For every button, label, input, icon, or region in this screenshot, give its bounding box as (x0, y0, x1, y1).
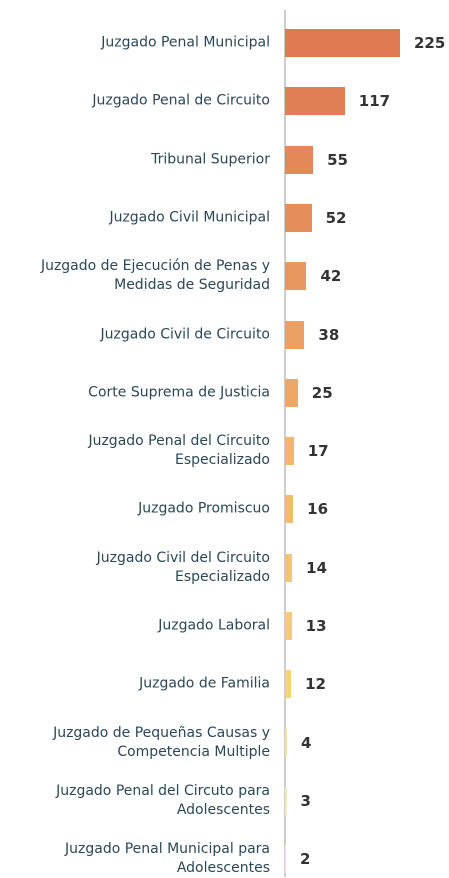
bar (285, 203, 312, 232)
bar (285, 786, 287, 815)
value-label: 12 (305, 675, 326, 694)
category-label: Juzgado Penal del Circuto para Adolescen… (56, 782, 270, 818)
bar (285, 495, 294, 524)
category-label: Juzgado de Ejecución de Penas y Medidas … (40, 258, 270, 294)
category-label: Juzgado Penal Municipal para Adolescente… (65, 841, 270, 877)
category-label: Juzgado Civil de Circuito (100, 326, 270, 342)
value-label: 17 (307, 442, 329, 461)
value-label: 4 (301, 733, 312, 752)
value-label: 16 (307, 500, 329, 519)
category-label: Juzgado Civil Municipal (109, 209, 270, 226)
value-label: 55 (327, 150, 348, 169)
value-label: 117 (358, 92, 391, 111)
value-label: 38 (318, 325, 340, 344)
category-label: Juzgado Penal Municipal (101, 34, 270, 51)
category-label: Corte Suprema de Justicia (88, 384, 270, 401)
value-label: 25 (311, 383, 333, 402)
value-label: 225 (414, 34, 446, 52)
category-label: Tribunal Superior (151, 151, 270, 168)
value-label: 14 (306, 558, 328, 577)
bar (285, 29, 400, 57)
bar (285, 845, 287, 874)
bar (285, 145, 314, 174)
bar (285, 670, 292, 699)
value-label: 2 (300, 850, 311, 869)
bar (285, 612, 292, 640)
bar (285, 553, 293, 582)
bar (285, 320, 305, 349)
value-label: 42 (320, 267, 342, 286)
category-label: Juzgado Laboral (158, 617, 270, 634)
category-label: Juzgado Civil del Circuito Especializado (96, 549, 270, 585)
bar (285, 437, 294, 466)
category-label: Juzgado Penal del Circuito Especializado (88, 433, 270, 469)
category-label: Juzgado de Familia (139, 675, 270, 692)
bar (285, 87, 345, 116)
value-label: 13 (305, 617, 327, 635)
category-label: Juzgado Promiscuo (138, 500, 270, 517)
bar (285, 378, 298, 407)
value-label: 52 (325, 208, 347, 227)
bar (285, 262, 307, 291)
category-label: Juzgado Penal de Circuito (92, 92, 270, 109)
value-label: 3 (300, 791, 311, 810)
category-label: Juzgado de Pequeñas Causas y Competencia… (53, 724, 270, 760)
bar (285, 728, 288, 757)
